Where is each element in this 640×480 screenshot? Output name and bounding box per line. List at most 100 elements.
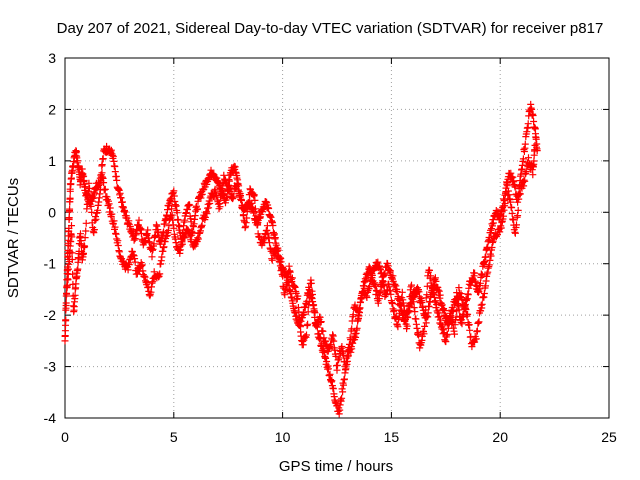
data-point bbox=[421, 314, 429, 322]
data-point bbox=[338, 394, 346, 402]
data-point bbox=[478, 300, 486, 308]
data-point bbox=[131, 258, 139, 266]
data-point bbox=[233, 174, 241, 182]
data-point bbox=[476, 279, 484, 287]
data-point bbox=[105, 200, 113, 208]
data-point bbox=[74, 157, 82, 165]
data-point bbox=[296, 316, 304, 324]
data-point bbox=[173, 209, 181, 217]
data-point bbox=[487, 252, 495, 260]
data-point bbox=[390, 306, 398, 314]
data-point bbox=[521, 177, 529, 185]
data-point bbox=[160, 228, 168, 236]
data-point bbox=[529, 171, 537, 179]
data-point bbox=[524, 120, 532, 128]
data-point bbox=[366, 282, 374, 290]
data-point bbox=[68, 249, 76, 257]
data-point bbox=[404, 314, 412, 321]
data-point bbox=[77, 230, 84, 238]
data-point bbox=[405, 301, 413, 309]
y-tick-label: 3 bbox=[48, 50, 56, 66]
data-point bbox=[106, 204, 114, 212]
data-point bbox=[245, 199, 253, 207]
data-point bbox=[327, 341, 335, 349]
data-point bbox=[236, 190, 244, 197]
data-point bbox=[374, 299, 382, 307]
data-point bbox=[237, 196, 245, 204]
data-point bbox=[194, 235, 202, 243]
data-point bbox=[503, 182, 511, 190]
data-point bbox=[251, 205, 259, 213]
chart-title: Day 207 of 2021, Sidereal Day-to-day VTE… bbox=[57, 20, 604, 37]
data-point bbox=[68, 233, 76, 241]
data-point bbox=[239, 204, 247, 212]
data-point bbox=[471, 269, 479, 277]
data-point bbox=[66, 205, 74, 213]
plot-frame bbox=[64, 57, 610, 419]
data-point bbox=[263, 222, 271, 230]
data-point bbox=[500, 212, 507, 220]
data-point bbox=[87, 196, 95, 204]
data-point bbox=[458, 320, 466, 328]
data-point bbox=[273, 247, 281, 255]
y-axis-label: SDTVAR / TECUs bbox=[5, 178, 22, 298]
data-point bbox=[376, 288, 384, 296]
data-point bbox=[435, 287, 443, 295]
y-tick-label: 0 bbox=[48, 204, 56, 220]
data-point bbox=[92, 215, 100, 223]
data-point bbox=[148, 253, 156, 261]
data-point bbox=[347, 336, 355, 344]
data-point bbox=[230, 192, 238, 200]
data-point bbox=[342, 361, 350, 369]
data-point bbox=[478, 271, 486, 279]
data-point bbox=[408, 281, 415, 289]
data-point bbox=[103, 196, 111, 203]
data-point bbox=[100, 179, 108, 187]
data-point bbox=[346, 340, 353, 348]
data-point bbox=[420, 330, 428, 338]
data-point bbox=[451, 330, 458, 338]
data-point bbox=[335, 354, 343, 362]
data-point bbox=[251, 196, 259, 204]
data-point bbox=[95, 198, 103, 206]
data-point bbox=[394, 323, 402, 331]
data-point bbox=[108, 210, 116, 218]
data-point bbox=[168, 205, 176, 213]
data-point bbox=[501, 200, 509, 207]
data-point bbox=[310, 307, 318, 315]
data-point bbox=[198, 221, 206, 229]
data-point bbox=[387, 290, 395, 298]
data-point bbox=[475, 318, 483, 326]
y-tick-label: -4 bbox=[44, 410, 57, 426]
data-point bbox=[415, 331, 423, 339]
data-point bbox=[497, 224, 505, 232]
data-point bbox=[83, 200, 91, 208]
data-point bbox=[466, 326, 474, 334]
data-point bbox=[378, 273, 386, 281]
data-point bbox=[436, 291, 444, 299]
data-point bbox=[156, 270, 164, 278]
data-point bbox=[165, 222, 173, 230]
data-point bbox=[513, 221, 520, 229]
data-point bbox=[188, 229, 196, 237]
data-point bbox=[304, 308, 312, 316]
axis-ticks: 0 5 10 15 20 25 -4 -3 -2 -1 0 1 2 3 bbox=[44, 50, 617, 445]
data-point bbox=[265, 205, 273, 212]
data-point bbox=[348, 325, 356, 333]
data-points bbox=[61, 100, 541, 418]
data-point bbox=[124, 266, 132, 274]
data-point bbox=[330, 337, 338, 345]
data-point bbox=[325, 365, 332, 373]
data-point bbox=[66, 187, 74, 195]
data-point bbox=[111, 223, 119, 231]
data-point bbox=[422, 319, 430, 327]
data-point bbox=[520, 176, 528, 184]
data-point bbox=[300, 310, 308, 318]
data-point bbox=[82, 219, 90, 227]
data-point bbox=[317, 318, 325, 326]
data-point bbox=[411, 308, 419, 316]
data-point bbox=[66, 194, 74, 202]
data-point bbox=[268, 256, 276, 264]
data-point bbox=[176, 223, 184, 231]
x-tick-label: 15 bbox=[384, 429, 400, 445]
